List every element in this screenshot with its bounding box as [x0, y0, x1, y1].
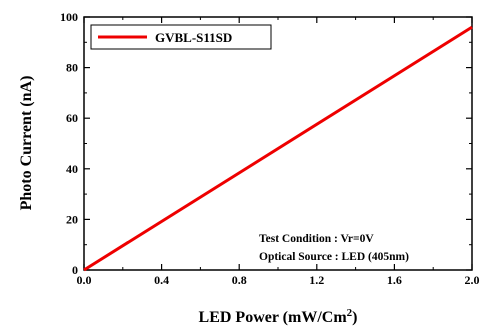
x-tick-label: 0.0 [77, 273, 92, 287]
x-tick-label: 0.8 [232, 273, 247, 287]
y-tick-labels: 0 20 40 60 80 100 [60, 10, 78, 277]
x-tick-label: 1.6 [387, 273, 402, 287]
tick-marks [83, 16, 473, 271]
x-axis-title-superscript: 2 [347, 307, 353, 319]
x-tick-label: 1.2 [309, 273, 324, 287]
y-tick-label: 100 [60, 10, 78, 24]
y-tick-label: 60 [66, 111, 78, 125]
y-tick-label: 0 [72, 263, 78, 277]
y-tick-label: 80 [66, 61, 78, 75]
annotation-optical-source: Optical Source : LED (405nm) [259, 251, 409, 263]
x-tick-label: 2.0 [465, 273, 480, 287]
legend-label: GVBL-S11SD [155, 30, 232, 45]
series-line [83, 25, 473, 272]
x-axis-title: LED Power (mW/Cm2) [199, 307, 358, 326]
y-tick-label: 40 [66, 162, 78, 176]
x-axis-title-main: LED Power (mW/Cm [199, 309, 348, 326]
y-axis-title: Photo Current (nA) [18, 76, 35, 211]
x-axis-title-close: ) [352, 309, 357, 326]
x-tick-labels: 0.0 0.4 0.8 1.2 1.6 2.0 [77, 273, 480, 287]
legend: GVBL-S11SD [90, 24, 272, 50]
series-layer [83, 25, 473, 272]
y-tick-label: 20 [66, 212, 78, 226]
annotation-test-condition: Test Condition : Vr=0V [259, 233, 374, 245]
x-tick-label: 0.4 [154, 273, 169, 287]
